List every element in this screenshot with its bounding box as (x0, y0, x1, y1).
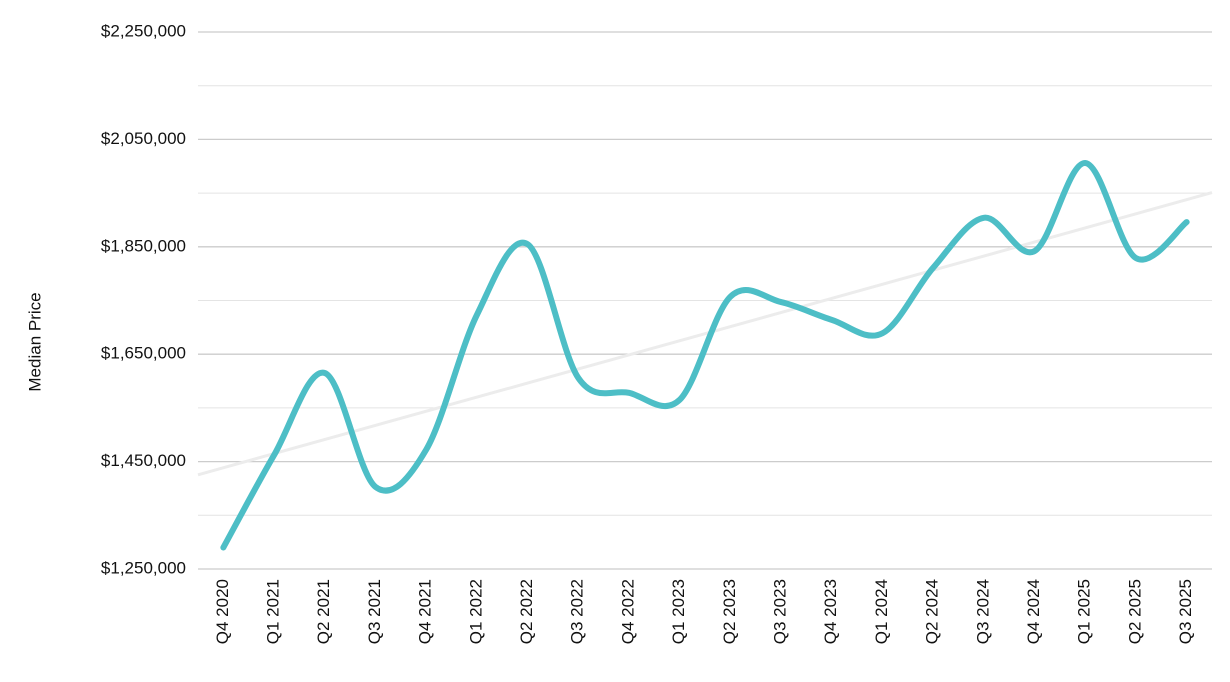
y-tick-label: $1,850,000 (101, 236, 186, 255)
x-tick-label: Q4 2023 (821, 579, 840, 644)
x-tick-label: Q2 2022 (517, 579, 536, 644)
y-axis-label: Median Price (25, 292, 44, 391)
x-tick-label: Q3 2023 (771, 579, 790, 644)
x-tick-label: Q1 2023 (669, 579, 688, 644)
x-tick-label: Q4 2021 (416, 579, 435, 644)
x-tick-label: Q2 2025 (1125, 579, 1144, 644)
y-tick-label: $1,250,000 (101, 558, 186, 577)
x-tick-label: Q1 2022 (466, 579, 485, 644)
x-tick-label: Q1 2021 (264, 579, 283, 644)
x-tick-label: Q3 2024 (973, 579, 992, 644)
x-tick-label: Q3 2022 (568, 579, 587, 644)
x-tick-label: Q2 2024 (923, 579, 942, 644)
y-tick-label: $1,450,000 (101, 451, 186, 470)
x-tick-label: Q2 2023 (720, 579, 739, 644)
x-tick-label: Q4 2020 (213, 579, 232, 644)
y-tick-label: $2,250,000 (101, 21, 186, 40)
x-tick-label: Q2 2021 (314, 579, 333, 644)
data-line (220, 160, 1190, 551)
x-tick-label: Q3 2021 (365, 579, 384, 644)
x-tick-label: Q1 2025 (1075, 579, 1094, 644)
x-tick-label: Q1 2024 (872, 579, 891, 644)
y-tick-label: $2,050,000 (101, 129, 186, 148)
x-tick-label: Q4 2022 (618, 579, 637, 644)
x-tick-label: Q3 2025 (1176, 579, 1195, 644)
x-tick-label: Q4 2024 (1024, 579, 1043, 644)
y-tick-label: $1,650,000 (101, 344, 186, 363)
